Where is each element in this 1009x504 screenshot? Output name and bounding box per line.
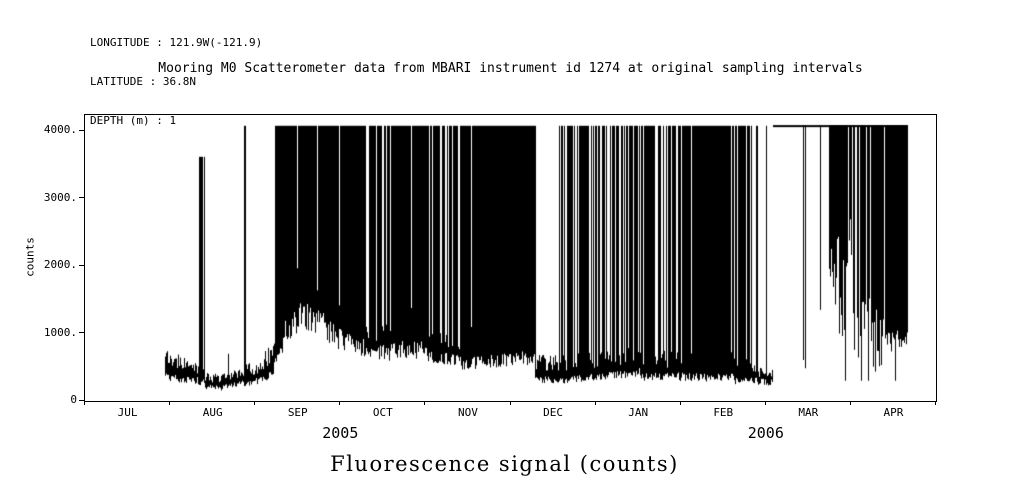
y-axis-tick-label: 0	[70, 393, 77, 406]
y-axis-tick	[79, 332, 85, 334]
y-axis-tick-label: 2000.	[43, 258, 77, 272]
y-axis-tick-label: 1000.	[43, 325, 77, 339]
x-axis-month-label: MAR	[798, 406, 819, 419]
x-axis-tick	[510, 401, 511, 405]
x-axis-month-label: JAN	[628, 406, 649, 419]
x-axis-month-label: JUL	[117, 406, 138, 419]
plot-area	[84, 114, 937, 402]
x-axis-tick	[339, 401, 340, 405]
x-axis-tick	[595, 401, 596, 405]
y-axis-tick	[79, 399, 85, 401]
y-axis-tick-label: 3000.	[43, 190, 77, 204]
longitude-text: LONGITUDE : 121.9W(-121.9)	[90, 36, 263, 49]
latitude-text: LATITUDE : 36.8N	[90, 75, 196, 88]
y-axis-tick-label: 4000.	[43, 123, 77, 137]
y-axis-tick	[79, 129, 85, 131]
x-axis-year-label: 2005	[322, 424, 359, 442]
x-axis-tick	[254, 401, 255, 405]
x-axis-tick	[850, 401, 851, 405]
figure-caption: Fluorescence signal (counts)	[330, 452, 679, 476]
x-axis-tick	[169, 401, 170, 405]
x-axis-year-label: 2006	[747, 424, 784, 442]
y-axis-tick	[79, 197, 85, 199]
x-axis-month-label: NOV	[458, 406, 478, 419]
x-axis-tick	[680, 401, 681, 405]
x-axis-month-label: SEP	[287, 406, 308, 419]
x-axis-month-label: APR	[883, 406, 904, 419]
plot-title: Mooring M0 Scatterometer data from MBARI…	[158, 61, 863, 76]
x-axis-month-label: DEC	[543, 406, 563, 419]
x-axis-month-label: FEB	[713, 406, 734, 419]
timeseries-plot	[85, 115, 936, 401]
x-axis-tick	[424, 401, 425, 405]
x-axis-tick	[84, 401, 85, 405]
x-axis-month-label: OCT	[372, 406, 393, 419]
x-axis-tick	[935, 401, 936, 405]
y-axis-tick	[79, 264, 85, 266]
x-axis-month-label: AUG	[202, 406, 223, 419]
x-axis-tick	[765, 401, 766, 405]
